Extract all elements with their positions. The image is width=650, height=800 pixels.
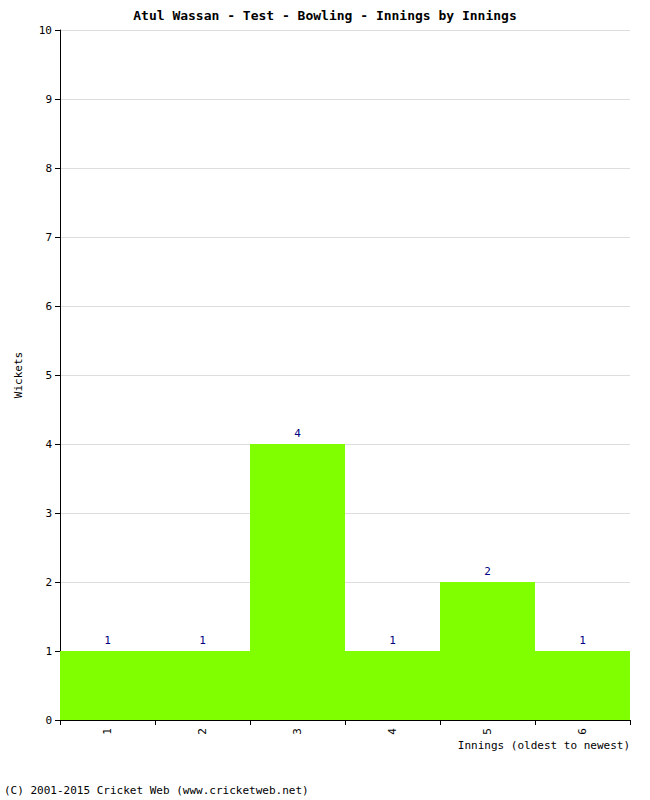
svg-text:9: 9: [45, 93, 52, 106]
svg-text:1: 1: [199, 634, 206, 647]
svg-text:1: 1: [579, 634, 586, 647]
svg-text:3: 3: [291, 728, 304, 735]
svg-text:1: 1: [389, 634, 396, 647]
svg-text:0: 0: [45, 714, 52, 727]
svg-text:Innings (oldest to newest): Innings (oldest to newest): [458, 739, 630, 752]
svg-text:5: 5: [45, 369, 52, 382]
svg-text:1: 1: [104, 634, 111, 647]
svg-text:6: 6: [45, 300, 52, 313]
svg-text:(C) 2001-2015 Cricket Web (www: (C) 2001-2015 Cricket Web (www.cricketwe…: [4, 784, 309, 797]
svg-text:4: 4: [294, 427, 301, 440]
svg-text:Wickets: Wickets: [12, 352, 25, 398]
svg-text:4: 4: [45, 438, 52, 451]
svg-text:7: 7: [45, 231, 52, 244]
svg-text:4: 4: [386, 728, 399, 735]
svg-text:5: 5: [481, 728, 494, 735]
svg-text:2: 2: [484, 565, 491, 578]
svg-text:2: 2: [196, 728, 209, 735]
svg-text:6: 6: [576, 728, 589, 735]
svg-text:8: 8: [45, 162, 52, 175]
svg-text:1: 1: [45, 645, 52, 658]
svg-text:1: 1: [101, 728, 114, 735]
svg-text:10: 10: [39, 24, 52, 37]
svg-text:Atul Wassan - Test - Bowling -: Atul Wassan - Test - Bowling - Innings b…: [133, 8, 517, 23]
svg-text:3: 3: [45, 507, 52, 520]
svg-text:2: 2: [45, 576, 52, 589]
